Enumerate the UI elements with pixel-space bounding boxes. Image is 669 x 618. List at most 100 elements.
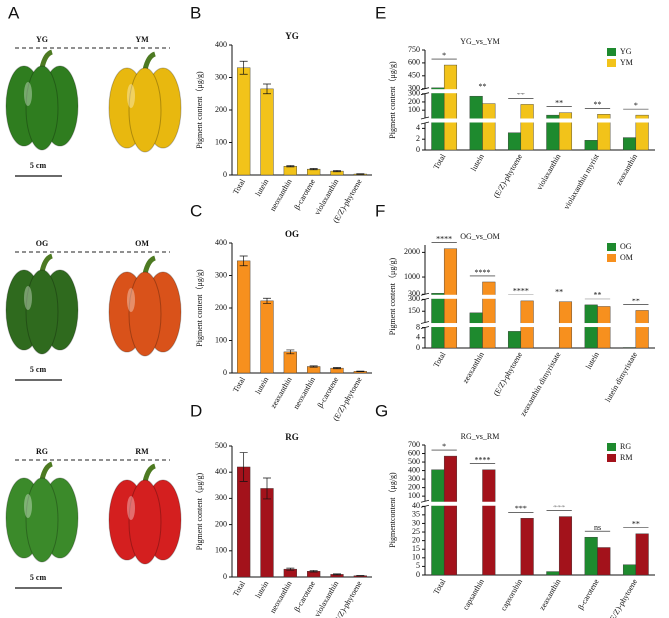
y-tick-label: 8 bbox=[416, 322, 420, 331]
panel-label: G bbox=[375, 401, 388, 420]
pepper-stem bbox=[142, 51, 156, 71]
y-tick-label: 100 bbox=[408, 491, 420, 500]
scale-label: 5 cm bbox=[30, 573, 47, 582]
bar bbox=[260, 300, 274, 374]
bar bbox=[482, 103, 496, 151]
legend-label: RM bbox=[620, 453, 632, 462]
x-tick-label: (E/Z)-phytoene bbox=[492, 152, 525, 200]
x-tick-label: β-carotene bbox=[576, 577, 601, 611]
axis-break-mark bbox=[420, 116, 430, 125]
y-tick-label: 200 bbox=[408, 97, 420, 106]
y-tick-label: 2000 bbox=[404, 247, 420, 256]
x-tick-label: capsorubin bbox=[499, 577, 524, 612]
pepper-highlight bbox=[127, 288, 135, 312]
y-tick-label: 100 bbox=[408, 105, 420, 114]
y-tick-label: 300 bbox=[408, 84, 420, 93]
photo-label: YG bbox=[36, 35, 48, 44]
scale-label: 5 cm bbox=[30, 161, 47, 170]
error-bar bbox=[309, 570, 318, 573]
legend-swatch bbox=[607, 454, 616, 462]
y-axis-label: Pigment content（μg/g) bbox=[195, 71, 204, 149]
legend-label: RG bbox=[620, 442, 631, 451]
y-tick-label: 20 bbox=[412, 535, 420, 544]
x-tick-label: capsanthin bbox=[461, 577, 486, 611]
pepper-highlight bbox=[127, 496, 135, 520]
y-tick-label: 300 bbox=[408, 89, 420, 98]
significance-label: ** bbox=[632, 296, 640, 305]
legend-swatch bbox=[607, 243, 616, 251]
error-bar bbox=[263, 477, 271, 500]
pepper-stem bbox=[39, 253, 53, 273]
y-tick-label: 300 bbox=[408, 294, 420, 303]
y-tick-label: 300 bbox=[215, 72, 227, 81]
photo-label: YM bbox=[135, 35, 149, 44]
x-tick-label: lutein bbox=[253, 177, 270, 197]
significance-label: * bbox=[634, 101, 638, 110]
y-tick-label: 200 bbox=[215, 105, 227, 114]
y-axis-label: Pigment content（μg/g) bbox=[388, 61, 397, 139]
y-tick-label: 300 bbox=[408, 289, 420, 298]
bar bbox=[431, 469, 445, 576]
x-tick-label: zeaxanthin bbox=[537, 577, 562, 612]
chart-title: YG bbox=[285, 31, 299, 41]
bar bbox=[520, 104, 534, 151]
chart-title: RG bbox=[285, 432, 299, 442]
pepper-highlight bbox=[127, 84, 135, 108]
legend-label: YG bbox=[620, 47, 632, 56]
pepper-stem bbox=[142, 463, 156, 483]
x-tick-label: lutein bbox=[584, 350, 601, 370]
panel-label: B bbox=[190, 3, 201, 22]
y-tick-label: 0 bbox=[223, 572, 227, 581]
error-bar bbox=[263, 297, 271, 304]
y-tick-label: 150 bbox=[408, 306, 420, 315]
bar bbox=[260, 88, 274, 176]
significance-label: **** bbox=[475, 268, 491, 277]
panel-label: D bbox=[190, 401, 202, 420]
x-tick-label: zeaxanthin dimyristate bbox=[518, 350, 562, 418]
y-tick-label: 500 bbox=[215, 441, 227, 450]
legend-swatch bbox=[607, 254, 616, 262]
legend-label: OG bbox=[620, 242, 632, 251]
bar bbox=[622, 564, 637, 576]
pepper-stem bbox=[142, 255, 156, 275]
y-tick-label: 100 bbox=[215, 546, 227, 555]
axis-break bbox=[421, 294, 657, 299]
bar bbox=[431, 293, 445, 349]
significance-label: **** bbox=[513, 287, 529, 296]
y-tick-label: 2 bbox=[416, 134, 420, 143]
y-tick-label: 0 bbox=[223, 368, 227, 377]
pepper-lobe bbox=[25, 477, 59, 563]
significance-label: ** bbox=[632, 520, 640, 529]
bar bbox=[635, 310, 649, 349]
significance-label: ** bbox=[517, 90, 525, 99]
error-bar bbox=[239, 452, 248, 482]
x-tick-label: Total bbox=[432, 152, 448, 171]
chart-title: RG_vs_RM bbox=[461, 432, 500, 441]
bar bbox=[597, 306, 611, 349]
bar bbox=[558, 516, 573, 576]
legend-swatch bbox=[607, 443, 616, 451]
y-axis-label: Pigmentcontent（μg/g) bbox=[388, 472, 397, 548]
significance-label: * bbox=[442, 442, 446, 451]
y-tick-label: 200 bbox=[215, 303, 227, 312]
chart-title: OG bbox=[285, 229, 299, 239]
bar bbox=[635, 533, 649, 576]
axis-break-mark bbox=[420, 499, 430, 508]
y-tick-label: 300 bbox=[408, 474, 420, 483]
pepper-stem bbox=[39, 49, 53, 69]
x-tick-label: zeaxanthin bbox=[461, 350, 486, 385]
photo-label: OG bbox=[36, 239, 48, 248]
y-tick-label: 5 bbox=[416, 561, 420, 570]
bar bbox=[584, 140, 598, 151]
y-tick-label: 400 bbox=[408, 465, 420, 474]
error-bar bbox=[333, 573, 341, 576]
panel-label: C bbox=[190, 201, 202, 220]
y-tick-label: 300 bbox=[215, 493, 227, 502]
bar bbox=[546, 571, 560, 576]
y-tick-label: 0 bbox=[416, 145, 420, 154]
error-bar bbox=[356, 370, 365, 373]
y-tick-label: 25 bbox=[412, 527, 420, 536]
pepper-stem bbox=[39, 461, 53, 481]
significance-label: ** bbox=[594, 100, 602, 109]
bar bbox=[443, 455, 458, 576]
